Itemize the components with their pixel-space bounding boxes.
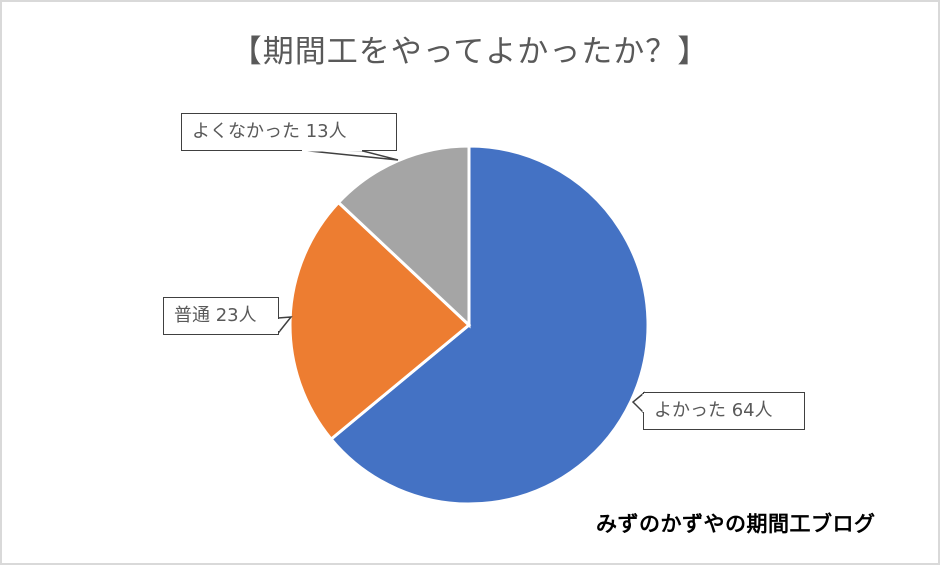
data-label-bad: よくなかった 13人 <box>181 113 397 151</box>
pie-slice-normal <box>288 200 472 442</box>
blog-watermark: みずのかずやの期間工ブログ <box>596 512 876 536</box>
pie-slice-good <box>328 144 650 506</box>
data-label-good: よかった 64人 <box>643 392 805 430</box>
data-label-normal: 普通 23人 <box>163 297 279 335</box>
chart-title: 【期間工をやってよかったか？】 <box>230 34 710 70</box>
callout-pointer-bad <box>299 149 399 161</box>
